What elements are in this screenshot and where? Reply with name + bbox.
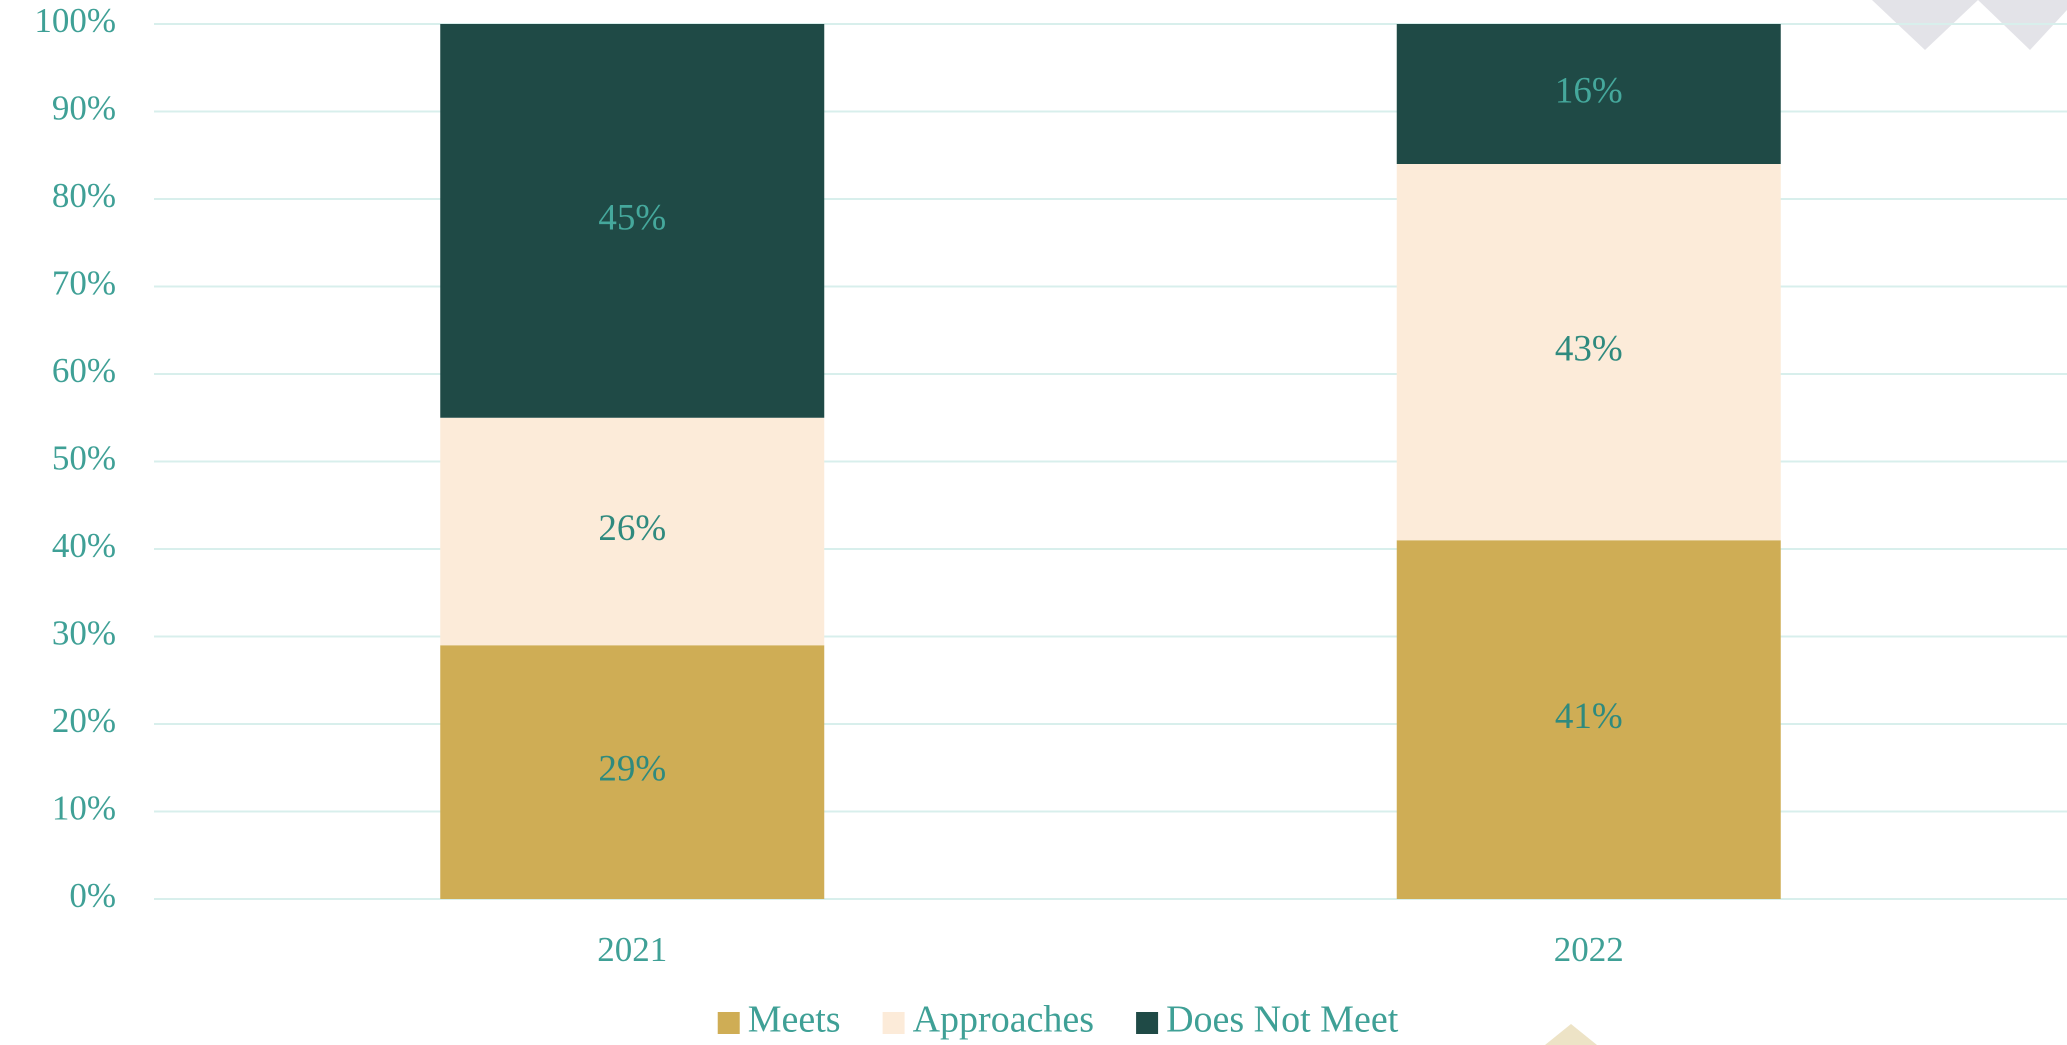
data-label: 43%: [1555, 329, 1623, 370]
bar-segment: [1396, 24, 1781, 164]
x-tick-label: 2021: [597, 930, 667, 969]
y-tick-label: 20%: [52, 701, 116, 740]
y-tick-label: 100%: [34, 1, 116, 40]
y-tick-label: 30%: [52, 614, 116, 653]
legend-swatch: [882, 1012, 905, 1034]
bar-segment: [440, 417, 825, 646]
x-tick-label: 2022: [1554, 930, 1624, 969]
legend-label: Approaches: [913, 999, 1094, 1041]
data-label: 29%: [598, 749, 666, 790]
y-tick-label: 10%: [52, 789, 116, 828]
legend-swatch: [1136, 1012, 1159, 1034]
legend-label: Meets: [748, 999, 841, 1041]
y-tick-label: 80%: [52, 176, 116, 215]
legend-swatch: [717, 1012, 740, 1034]
y-tick-label: 0%: [69, 876, 116, 915]
data-label: 26%: [598, 508, 666, 549]
decor-diamond: [1545, 1024, 1597, 1045]
bar-segment: [1396, 164, 1781, 541]
y-tick-label: 40%: [52, 526, 116, 565]
legend-label: Does Not Meet: [1166, 999, 1399, 1041]
y-tick-label: 70%: [52, 264, 116, 303]
y-tick-label: 90%: [52, 89, 116, 128]
bar-segment: [440, 24, 825, 418]
data-label: 16%: [1555, 70, 1623, 111]
data-label: 41%: [1555, 696, 1623, 737]
y-tick-label: 60%: [52, 351, 116, 390]
data-label: 45%: [598, 197, 666, 238]
bar-segment: [440, 645, 825, 899]
bar-segment: [1396, 540, 1781, 899]
y-tick-label: 50%: [52, 439, 116, 478]
